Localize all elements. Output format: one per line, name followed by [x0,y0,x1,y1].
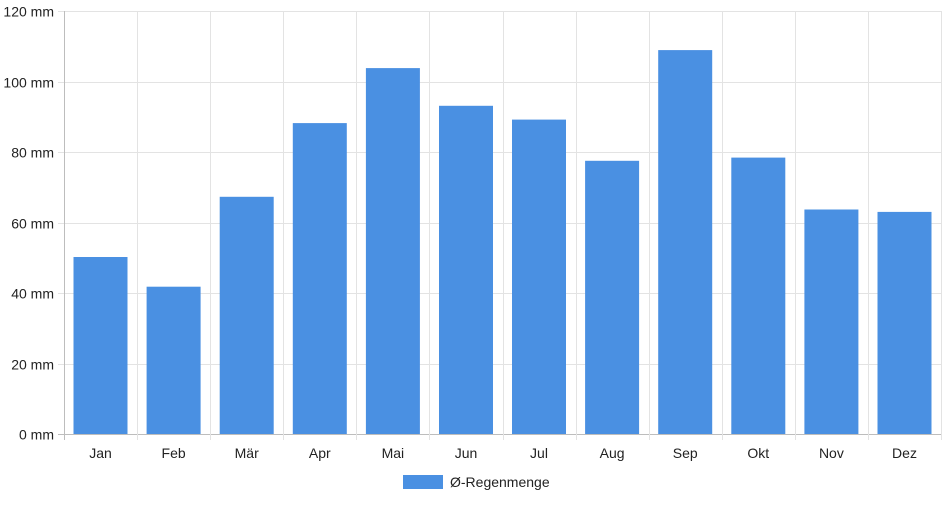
bar-jan[interactable] [73,257,128,434]
x-tick-label: Mai [382,445,405,461]
legend[interactable]: Ø-Regenmenge [403,474,550,490]
bar-layer [73,50,932,435]
x-tick-label: Apr [309,445,331,461]
x-tick-label: Jan [89,445,112,461]
bar-apr[interactable] [292,123,347,434]
x-tick-label: Aug [600,445,625,461]
bar-okt[interactable] [731,157,786,434]
x-tick-label: Okt [747,445,769,461]
x-tick-label: Dez [892,445,917,461]
y-tick-label: 120 mm [3,4,54,20]
y-tick-label: 60 mm [11,216,54,232]
y-tick-label: 20 mm [11,357,54,373]
x-tick-label: Mär [235,445,259,461]
bar-sep[interactable] [658,50,713,434]
bar-mär[interactable] [219,196,274,434]
x-tick-label: Sep [673,445,698,461]
y-tick-label: 80 mm [11,145,54,161]
bar-dez[interactable] [877,211,932,434]
bar-aug[interactable] [585,160,640,435]
bar-jun[interactable] [439,105,493,435]
bar-feb[interactable] [146,286,201,434]
legend-label[interactable]: Ø-Regenmenge [450,474,550,490]
x-tick-label: Nov [819,445,844,461]
x-tick-label: Feb [162,445,186,461]
legend-swatch[interactable] [403,475,443,489]
bar-nov[interactable] [804,209,859,435]
axis-layer: 0 mm 20 mm 40 mm 60 mm 80 mm 100 mm 120 mm Jan F… [3,4,917,462]
bar-jul[interactable] [512,119,566,434]
y-tick-label: 100 mm [3,75,54,91]
grid-layer [58,11,942,440]
bar-mai[interactable] [365,68,420,434]
y-tick-label: 0 mm [19,427,54,443]
y-tick-label: 40 mm [11,286,54,302]
x-tick-label: Jul [530,445,548,461]
x-tick-label: Jun [455,445,478,461]
